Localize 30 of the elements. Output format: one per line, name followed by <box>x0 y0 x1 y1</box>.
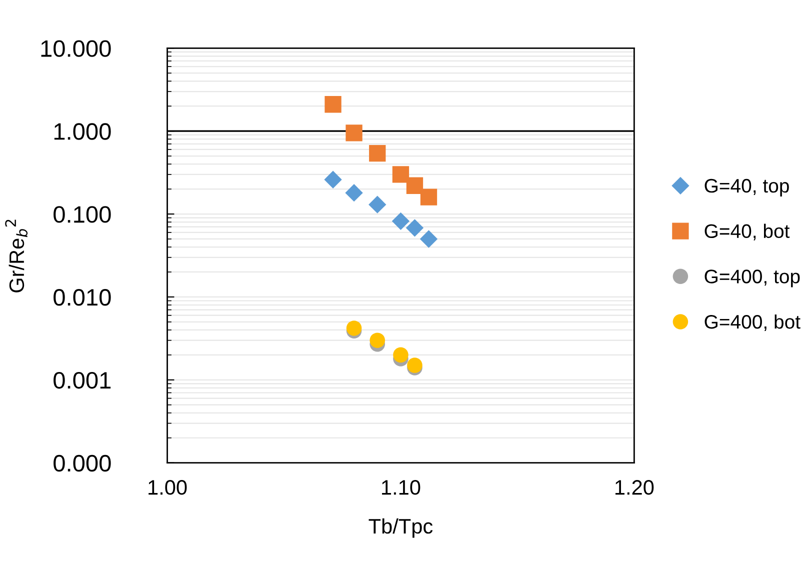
legend-label: G=40, bot <box>704 224 790 240</box>
y-tick-label: 0.100 <box>54 206 111 223</box>
point <box>324 170 342 188</box>
point <box>392 212 410 230</box>
point <box>346 124 362 142</box>
point <box>369 144 386 162</box>
x-tick-label: 1.20 <box>615 480 654 495</box>
point <box>406 219 424 237</box>
point <box>420 230 438 248</box>
legend-label: G=400, bot <box>704 314 800 332</box>
point <box>406 177 424 194</box>
y-axis-title: Gr/Re$_{b}$$^{2}$ <box>5 220 28 292</box>
y-tick-label: 0.010 <box>54 289 111 306</box>
point <box>368 196 386 214</box>
point <box>345 184 363 202</box>
y-tick-label: 0.000 <box>54 454 111 472</box>
x-tick-label: 1.00 <box>148 480 187 495</box>
legend-label: G=40, top <box>704 178 789 197</box>
point <box>346 320 362 336</box>
y-tick-label: 10.000 <box>41 40 111 57</box>
y-tick-label: 1.000 <box>54 123 111 140</box>
x-tick-label: 1.10 <box>382 480 420 495</box>
y-tick-label: 0.001 <box>54 372 111 389</box>
point <box>324 96 342 113</box>
point <box>420 188 438 206</box>
point <box>393 347 408 363</box>
legend-label: G=400, top <box>704 270 800 288</box>
point <box>392 166 410 183</box>
x-axis-title: Tb/Tpc <box>368 518 433 538</box>
point <box>370 332 386 348</box>
